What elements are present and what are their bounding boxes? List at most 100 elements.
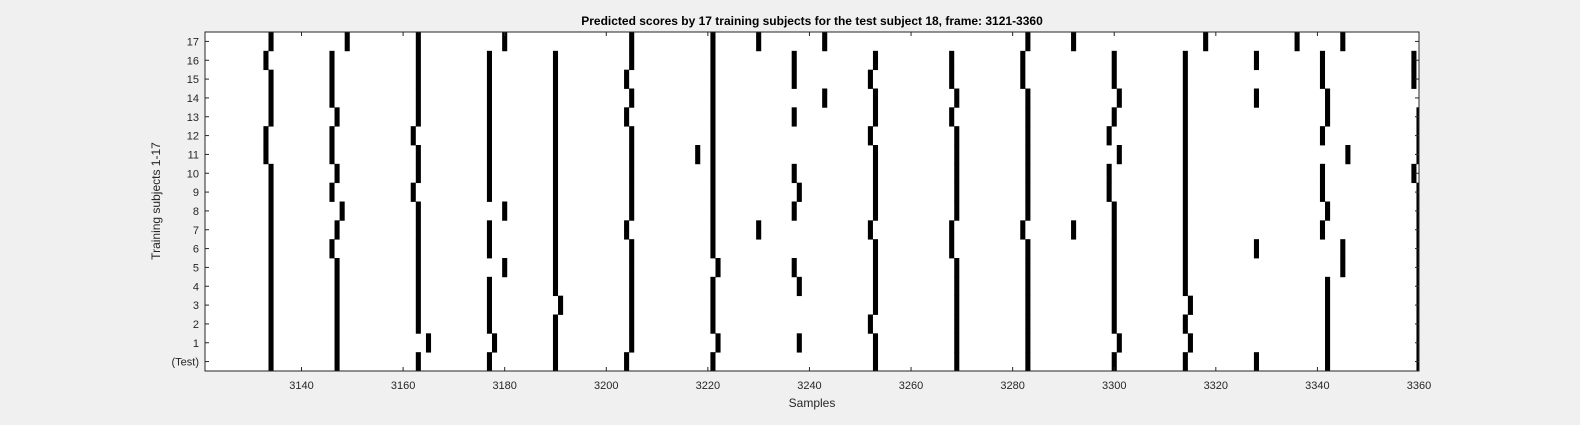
event-mark: [1025, 107, 1031, 127]
event-mark: [1025, 276, 1031, 297]
y-tick-label: 4: [193, 281, 199, 293]
event-mark: [1182, 239, 1188, 259]
event-mark: [867, 69, 873, 89]
event-mark: [329, 239, 335, 259]
event-mark: [872, 352, 879, 372]
event-mark: [268, 258, 274, 278]
event-mark: [710, 201, 716, 221]
event-mark: [629, 258, 635, 278]
event-mark: [796, 276, 802, 297]
event-mark: [552, 333, 559, 353]
y-tick-label: 14: [187, 93, 199, 105]
event-mark: [268, 69, 274, 89]
event-mark: [486, 295, 492, 315]
event-mark: [1182, 182, 1188, 202]
event-mark: [1106, 182, 1112, 202]
y-tick-label: 11: [188, 149, 199, 161]
event-mark: [710, 107, 716, 127]
event-mark: [268, 276, 274, 297]
event-mark: [552, 220, 559, 240]
event-mark: [1111, 239, 1117, 259]
event-mark: [629, 88, 635, 108]
event-mark: [415, 107, 421, 127]
event-mark: [1182, 145, 1188, 165]
event-mark: [486, 163, 492, 184]
event-mark: [334, 107, 340, 127]
event-mark: [415, 163, 421, 184]
event-mark: [1203, 32, 1209, 52]
event-mark: [1411, 163, 1417, 184]
event-mark: [954, 126, 960, 146]
event-mark: [1106, 163, 1112, 184]
event-mark: [1020, 69, 1026, 89]
event-mark: [710, 126, 716, 146]
event-mark: [695, 145, 701, 165]
event-mark: [1182, 276, 1188, 297]
event-mark: [415, 69, 421, 89]
event-mark: [415, 295, 421, 315]
event-mark: [1325, 352, 1331, 372]
chart-title: Predicted scores by 17 training subjects…: [581, 14, 1043, 28]
plot-frame: [204, 31, 1420, 372]
event-mark: [1025, 126, 1031, 146]
event-mark: [872, 163, 879, 184]
event-mark: [954, 182, 960, 202]
event-mark: [268, 239, 274, 259]
event-mark: [268, 182, 274, 202]
event-mark: [954, 145, 960, 165]
event-mark: [1325, 276, 1331, 297]
event-mark: [715, 258, 721, 278]
event-mark: [1340, 258, 1346, 278]
event-mark: [334, 258, 340, 278]
y-tick-label: 9: [193, 187, 199, 199]
event-mark: [1111, 314, 1117, 334]
event-mark: [329, 50, 335, 71]
event-mark: [1116, 88, 1122, 108]
event-mark: [1253, 88, 1259, 108]
event-mark: [1111, 276, 1117, 297]
event-mark: [1111, 69, 1117, 89]
event-mark: [872, 333, 879, 353]
event-mark: [552, 126, 559, 146]
event-mark: [486, 69, 492, 89]
event-mark: [949, 220, 955, 240]
event-mark: [867, 220, 873, 240]
event-mark: [486, 126, 492, 146]
event-mark: [949, 69, 955, 89]
event-mark: [1319, 163, 1326, 184]
event-mark: [954, 163, 960, 184]
event-mark: [415, 145, 421, 165]
event-mark: [415, 239, 421, 259]
event-mark: [624, 107, 630, 127]
event-mark: [867, 126, 873, 146]
event-mark: [268, 163, 274, 184]
event-mark: [872, 182, 879, 202]
event-mark: [1319, 182, 1326, 202]
event-mark: [558, 295, 564, 315]
event-mark: [872, 258, 879, 278]
event-mark: [1325, 88, 1331, 108]
event-mark: [710, 314, 716, 334]
event-mark: [268, 314, 274, 334]
event-mark: [1325, 107, 1331, 127]
event-mark: [710, 163, 716, 184]
y-tick-label: 12: [187, 131, 199, 143]
event-mark: [552, 107, 559, 127]
event-mark: [1182, 107, 1188, 127]
event-mark: [1182, 69, 1188, 89]
event-mark: [1111, 352, 1117, 372]
event-mark: [629, 295, 635, 315]
event-mark: [954, 88, 960, 108]
event-mark: [268, 201, 274, 221]
event-mark: [486, 88, 492, 108]
event-mark: [629, 145, 635, 165]
event-mark: [415, 201, 421, 221]
event-mark: [1025, 314, 1031, 334]
x-tick-label: 3180: [492, 380, 516, 392]
x-tick-label: 3200: [594, 380, 618, 392]
event-mark: [263, 50, 269, 71]
event-mark: [552, 50, 559, 71]
event-mark: [552, 145, 559, 165]
